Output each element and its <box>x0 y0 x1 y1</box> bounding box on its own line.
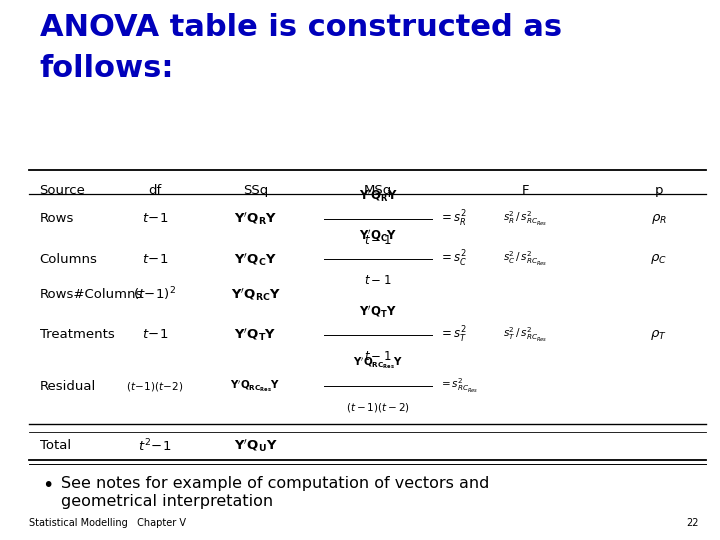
Text: Columns: Columns <box>40 253 97 266</box>
Text: $\mathbf{Y'Q_RY}$: $\mathbf{Y'Q_RY}$ <box>234 211 277 227</box>
Text: 22: 22 <box>686 518 698 528</box>
Text: $=s_R^2$: $=s_R^2$ <box>439 208 467 229</box>
Text: $\rho_T$: $\rho_T$ <box>650 328 667 342</box>
Text: ANOVA table is constructed as: ANOVA table is constructed as <box>40 14 562 43</box>
Text: follows:: follows: <box>40 54 174 83</box>
Text: $t-1$: $t-1$ <box>364 234 392 247</box>
Text: $s_C^2\,/\,s_{RC_{Res}}^2$: $s_C^2\,/\,s_{RC_{Res}}^2$ <box>503 250 548 268</box>
Text: Statistical Modelling   Chapter V: Statistical Modelling Chapter V <box>29 518 186 528</box>
Text: $=s_{RC_{Res}}^2$: $=s_{RC_{Res}}^2$ <box>439 377 479 395</box>
Text: Residual: Residual <box>40 380 96 393</box>
Text: $(t\!-\!1)^2$: $(t\!-\!1)^2$ <box>133 286 176 303</box>
Text: $\mathbf{Y'Q_C Y}$: $\mathbf{Y'Q_C Y}$ <box>359 227 397 244</box>
Text: Source: Source <box>40 184 86 197</box>
Text: See notes for example of computation of vectors and: See notes for example of computation of … <box>61 476 490 491</box>
Text: $\mathbf{Y'Q_TY}$: $\mathbf{Y'Q_TY}$ <box>235 327 276 343</box>
Text: $(t\!-\!1)(t\!-\!2)$: $(t\!-\!1)(t\!-\!2)$ <box>126 380 184 393</box>
Text: $t^2\!-\!1$: $t^2\!-\!1$ <box>138 437 171 454</box>
Text: $s_T^2\,/\,s_{RC_{Res}}^2$: $s_T^2\,/\,s_{RC_{Res}}^2$ <box>503 326 548 344</box>
Text: $\mathbf{Y'Q_{RC}Y}$: $\mathbf{Y'Q_{RC}Y}$ <box>230 286 281 302</box>
Text: Rows: Rows <box>40 212 74 225</box>
Text: $\mathbf{Y'Q_CY}$: $\mathbf{Y'Q_CY}$ <box>234 251 277 267</box>
Text: $\rho_R$: $\rho_R$ <box>651 212 667 226</box>
Text: $t-1$: $t-1$ <box>364 274 392 287</box>
Text: F: F <box>522 184 529 197</box>
Text: $t-1$: $t-1$ <box>364 350 392 363</box>
Text: $\mathbf{Y'Q_R Y}$: $\mathbf{Y'Q_R Y}$ <box>359 187 397 204</box>
Text: $=s_C^2$: $=s_C^2$ <box>439 249 467 269</box>
Text: $\mathbf{Y'Q_T Y}$: $\mathbf{Y'Q_T Y}$ <box>359 303 397 320</box>
Text: $\mathbf{Y'Q_UY}$: $\mathbf{Y'Q_UY}$ <box>234 437 277 454</box>
Text: $t\!-\!1$: $t\!-\!1$ <box>142 328 168 341</box>
Text: $t\!-\!1$: $t\!-\!1$ <box>142 253 168 266</box>
Text: df: df <box>148 184 161 197</box>
Text: $t\!-\!1$: $t\!-\!1$ <box>142 212 168 225</box>
Text: geometrical interpretation: geometrical interpretation <box>61 494 274 509</box>
Text: Rows#Columns: Rows#Columns <box>40 288 143 301</box>
Text: $\rho_C$: $\rho_C$ <box>650 252 667 266</box>
Text: $\mathbf{Y'Q_{RC_{Res}}Y}$: $\mathbf{Y'Q_{RC_{Res}}Y}$ <box>230 379 281 394</box>
Text: Total: Total <box>40 439 71 452</box>
Text: $\mathbf{Y'Q_{RC_{Res}} Y}$: $\mathbf{Y'Q_{RC_{Res}} Y}$ <box>353 355 403 371</box>
Text: SSq: SSq <box>243 184 269 197</box>
Text: p: p <box>654 184 663 197</box>
Text: •: • <box>42 476 53 495</box>
Text: $(t-1)(t-2)$: $(t-1)(t-2)$ <box>346 401 410 414</box>
Text: $=s_T^2$: $=s_T^2$ <box>439 325 467 345</box>
Text: MSq: MSq <box>364 184 392 197</box>
Text: Treatments: Treatments <box>40 328 114 341</box>
Text: $s_R^2\,/\,s_{RC_{Res}}^2$: $s_R^2\,/\,s_{RC_{Res}}^2$ <box>503 210 548 228</box>
